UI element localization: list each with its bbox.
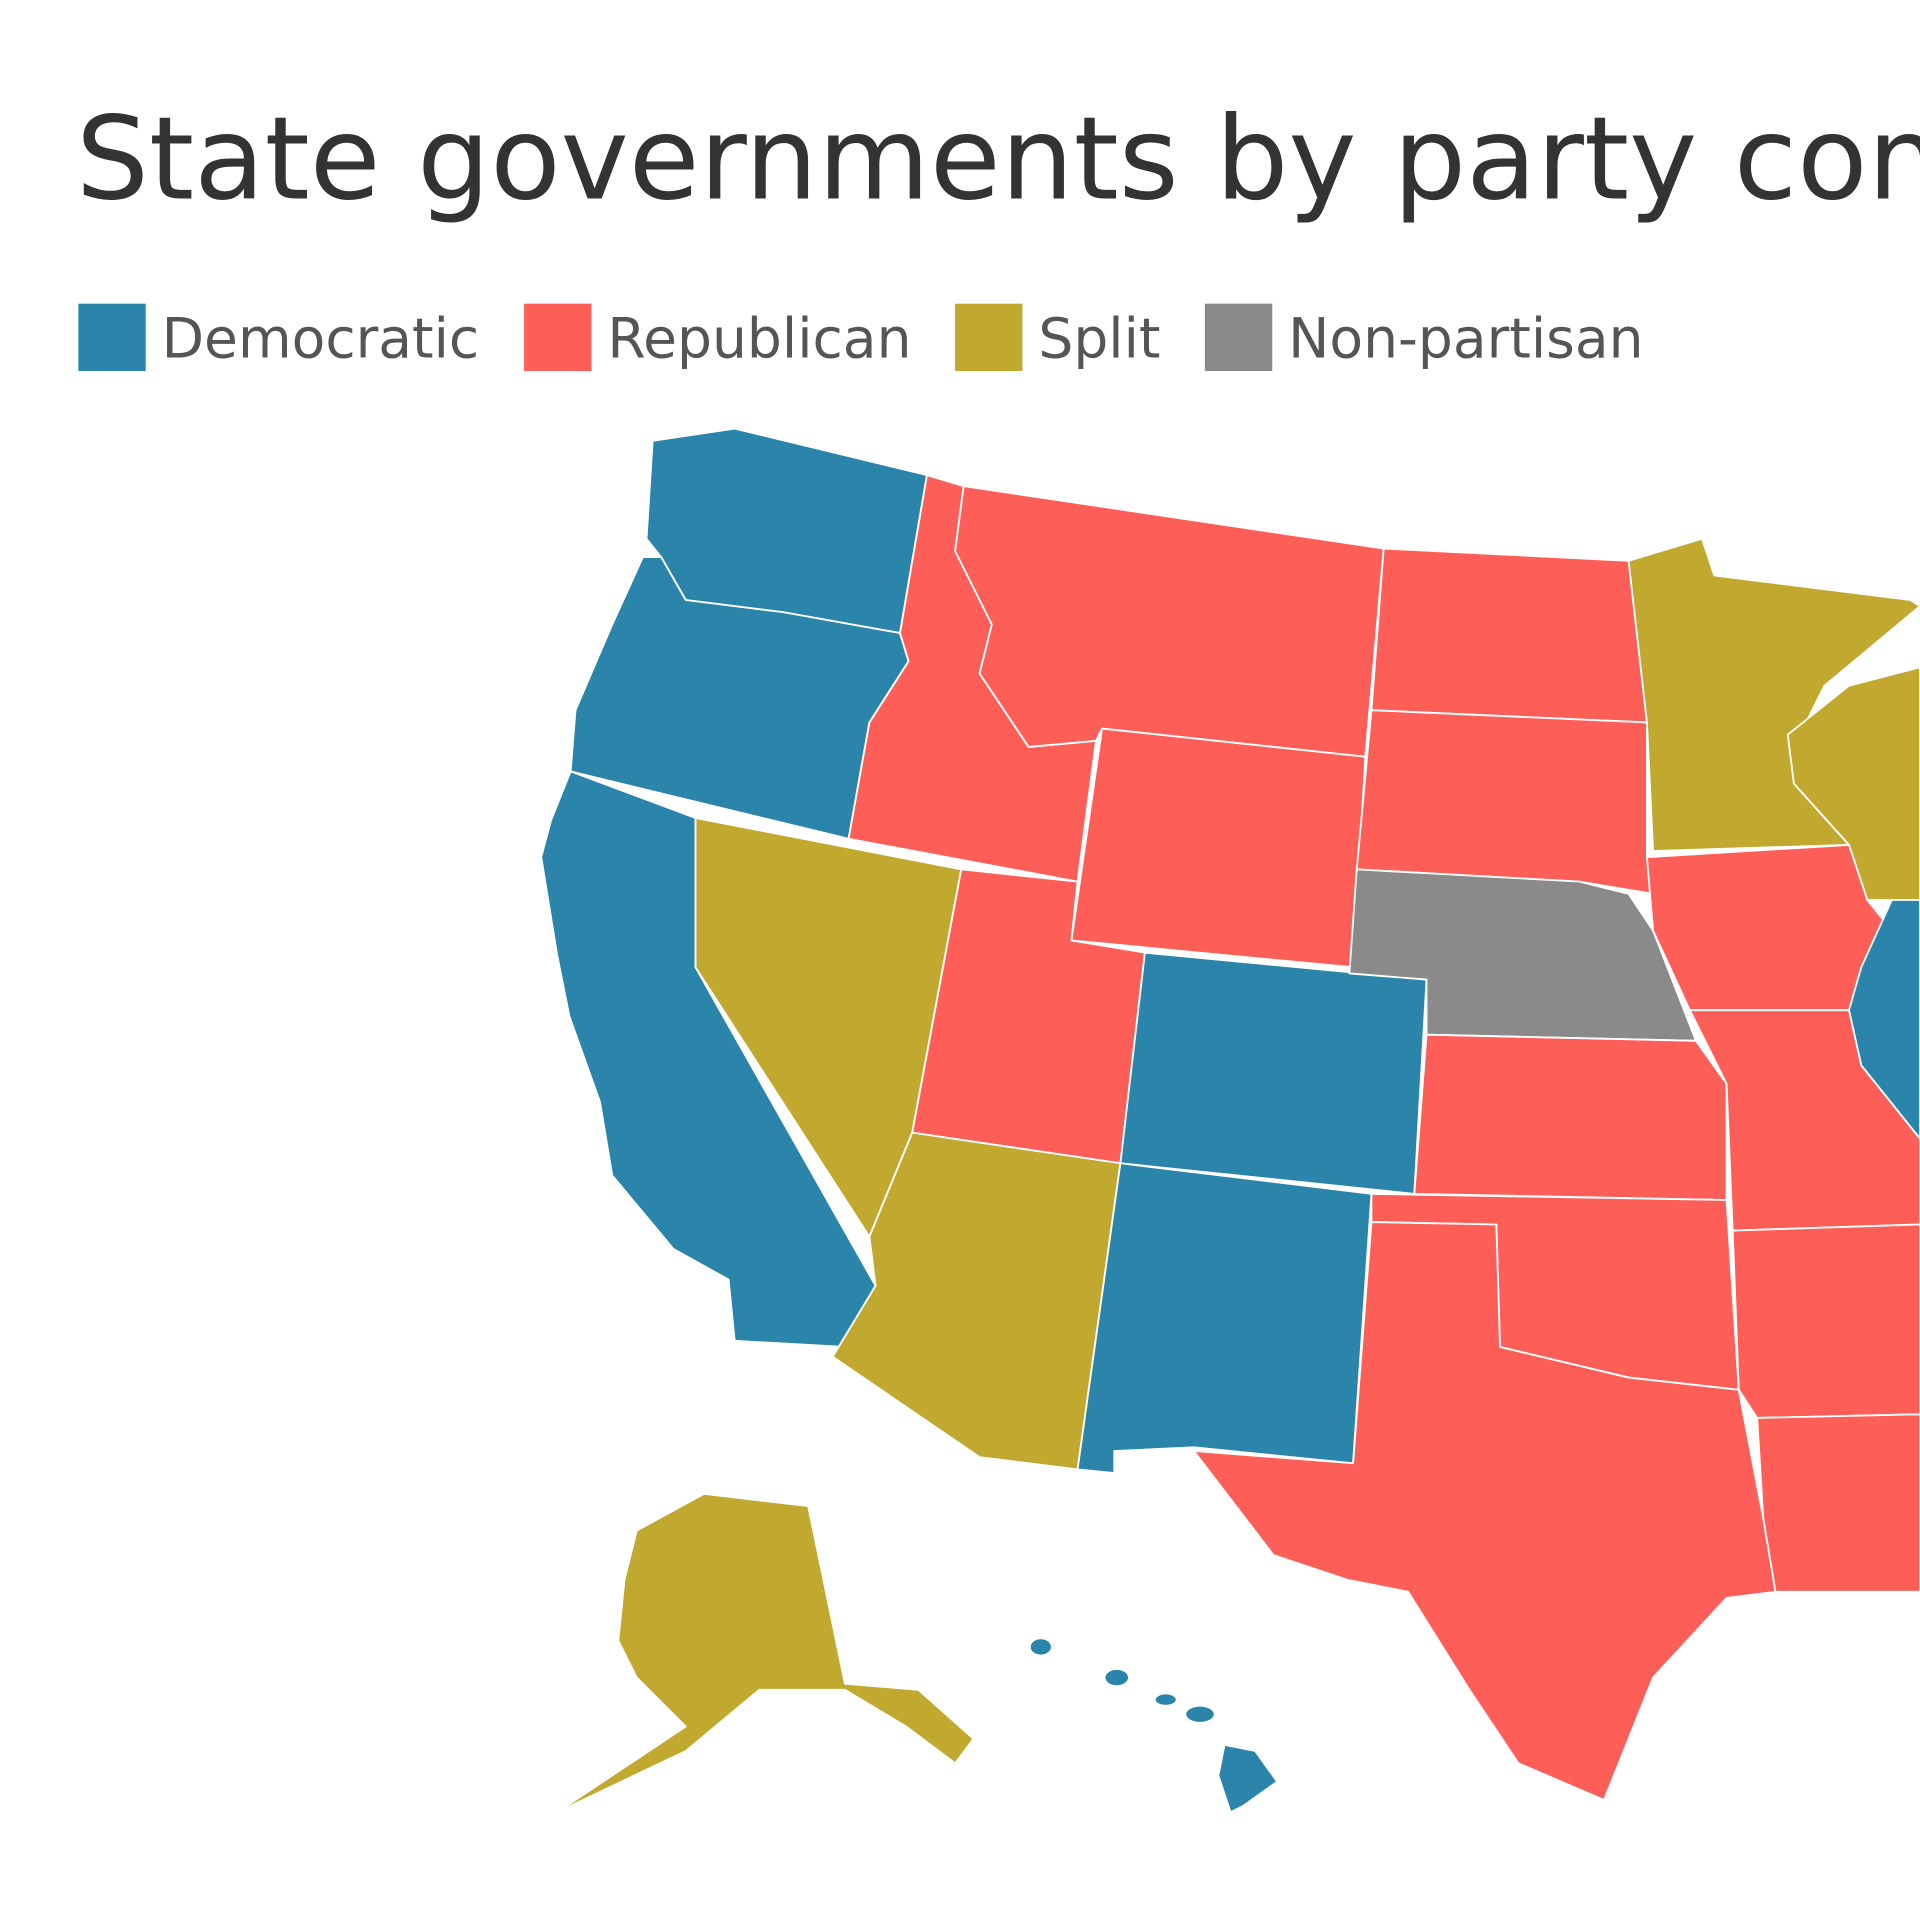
state: [1103, 1668, 1130, 1688]
state: [1646, 843, 1893, 1012]
legend-label: Split: [1038, 307, 1160, 371]
title: State governments by party con: [76, 92, 1920, 226]
state: [1413, 1033, 1728, 1201]
states: [540, 427, 1920, 1814]
state: [540, 770, 877, 1348]
legend-label: Non-partisan: [1288, 307, 1643, 371]
legend-swatch: [78, 303, 146, 372]
state: [1217, 1743, 1279, 1814]
state: [556, 1492, 975, 1814]
state: [1731, 1223, 1920, 1419]
state: [1355, 709, 1654, 895]
state: [1076, 1162, 1373, 1474]
state: [1070, 727, 1367, 969]
legend-swatch: [955, 303, 1023, 372]
state: [1756, 1413, 1920, 1593]
state: [1119, 951, 1428, 1195]
state: [954, 485, 1385, 758]
state: [1627, 537, 1920, 852]
state: [1028, 1637, 1053, 1657]
legend-label: Republican: [607, 307, 911, 371]
legend-swatch: [1204, 303, 1273, 372]
state: [1192, 1221, 1777, 1801]
legend: Democratic Republican Split Non-partisan: [78, 303, 1644, 372]
legend-label: Democratic: [162, 307, 480, 371]
state: [1153, 1692, 1178, 1707]
state: [1370, 547, 1648, 724]
state: [1688, 1009, 1920, 1232]
state: [1184, 1704, 1216, 1724]
legend-swatch: [524, 303, 592, 372]
